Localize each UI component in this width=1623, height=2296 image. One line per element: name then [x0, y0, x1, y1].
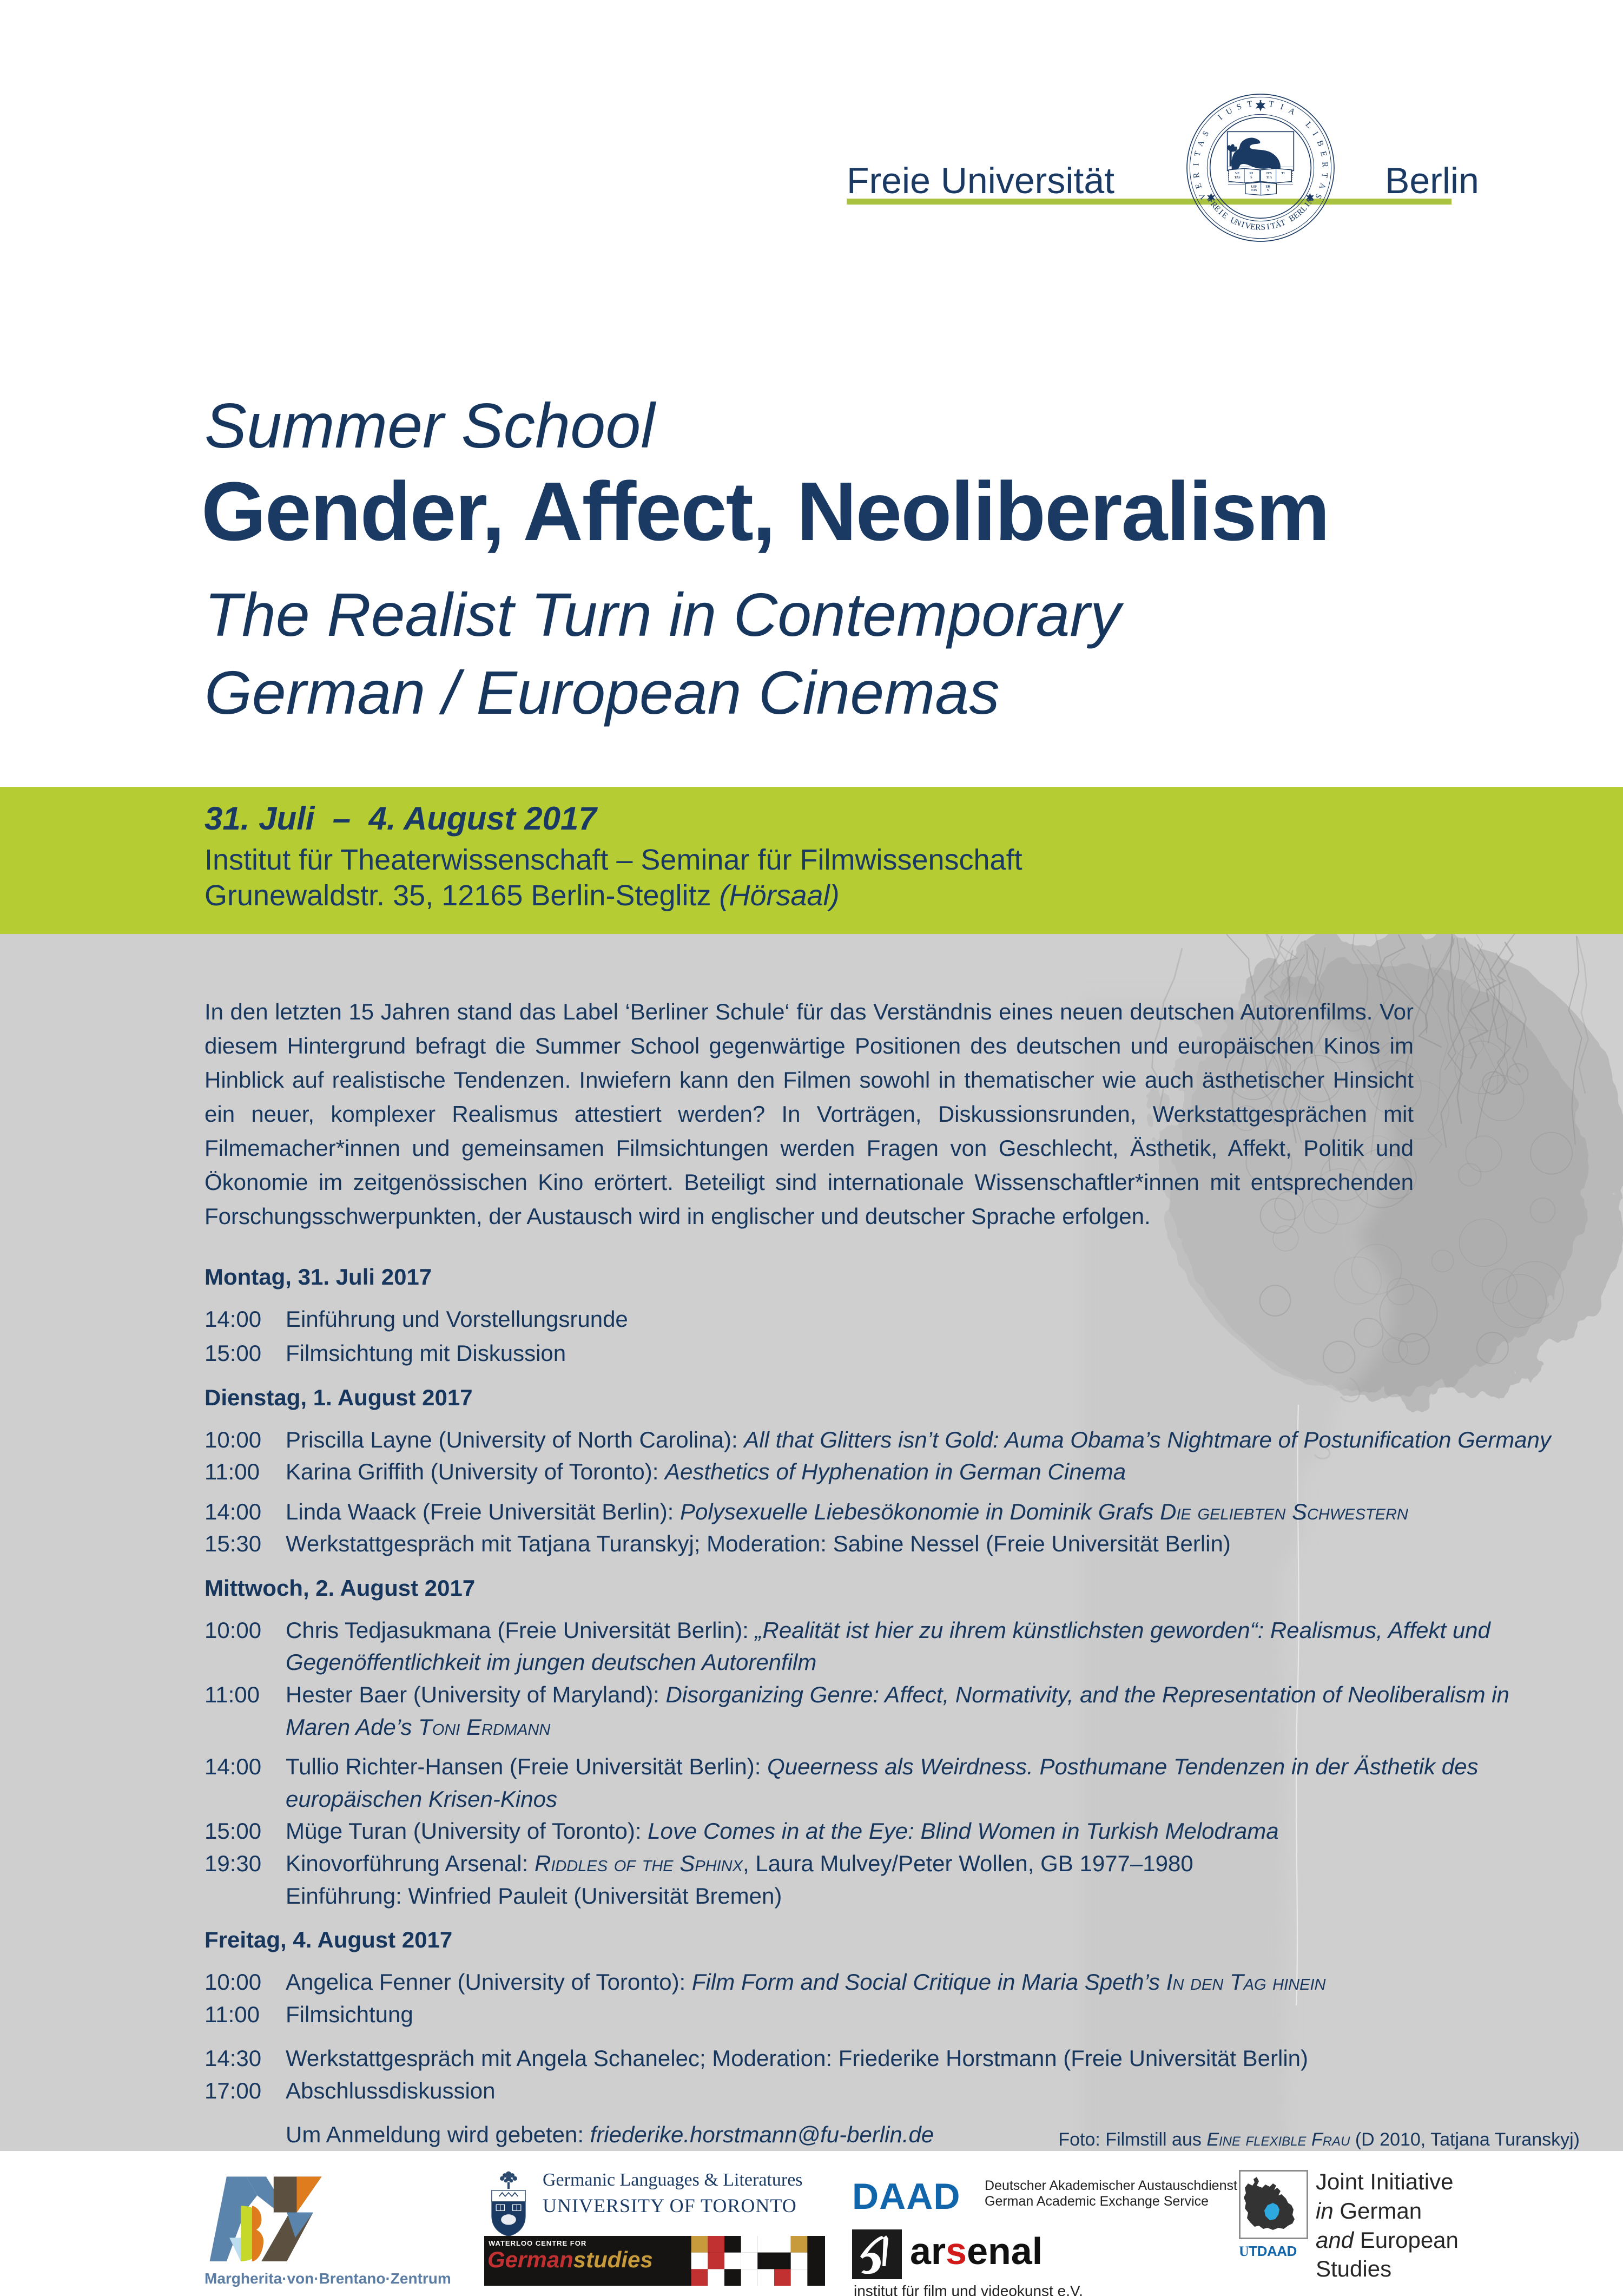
- svg-text:E: E: [1318, 150, 1329, 157]
- svg-text:TIA: TIA: [1266, 176, 1272, 179]
- svg-text:VE: VE: [1235, 172, 1239, 175]
- svg-text:L: L: [1304, 120, 1314, 130]
- svg-text:S: S: [1313, 192, 1323, 200]
- svg-text:RI: RI: [1250, 172, 1253, 175]
- svg-text:TI: TI: [1281, 172, 1285, 175]
- svg-text:A: A: [1317, 182, 1328, 190]
- svg-text:A: A: [1287, 106, 1297, 117]
- svg-text:S: S: [1261, 222, 1265, 232]
- svg-text:IVS: IVS: [1266, 172, 1272, 175]
- svg-text:B: B: [1315, 139, 1325, 148]
- svg-text:E: E: [1193, 182, 1204, 190]
- svg-text:I: I: [1279, 102, 1284, 112]
- svg-text:R: R: [1255, 222, 1262, 232]
- svg-text:V: V: [1197, 192, 1208, 201]
- svg-text:T: T: [1319, 172, 1329, 179]
- svg-text:I: I: [1311, 130, 1320, 137]
- svg-text:ER: ER: [1265, 185, 1270, 188]
- svg-text:T: T: [1268, 99, 1275, 109]
- svg-text:I: I: [1266, 222, 1270, 232]
- svg-text:U: U: [1224, 106, 1234, 117]
- svg-text:TAS: TAS: [1251, 189, 1257, 192]
- svg-text:T: T: [1192, 150, 1203, 157]
- svg-text:T: T: [1246, 99, 1253, 109]
- svg-text:I: I: [1191, 163, 1200, 166]
- svg-text:LIB: LIB: [1251, 185, 1257, 188]
- svg-text:A: A: [1196, 139, 1206, 148]
- svg-text:R: R: [1192, 172, 1202, 179]
- svg-text:S: S: [1236, 102, 1243, 112]
- svg-text:TAS: TAS: [1234, 176, 1241, 179]
- svg-text:R: R: [1320, 161, 1330, 168]
- svg-text:I: I: [1216, 113, 1224, 122]
- svg-text:S: S: [1200, 129, 1211, 138]
